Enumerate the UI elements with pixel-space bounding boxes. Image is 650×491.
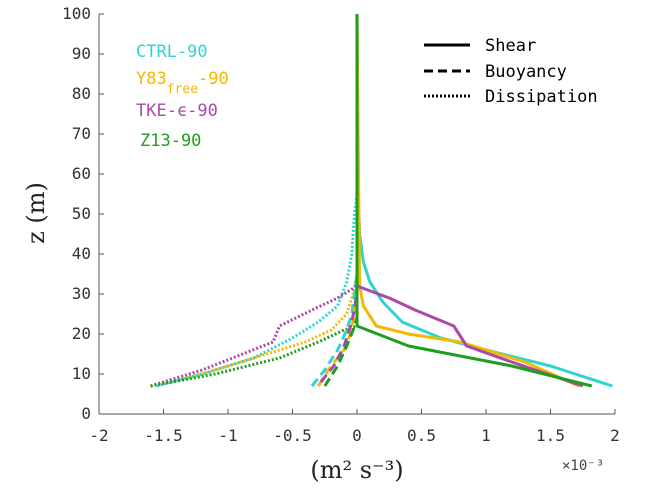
series-z13-90-buoyancy	[323, 317, 359, 387]
series-tke-90-buoyancy	[319, 289, 359, 383]
y-tick-label: 20	[72, 324, 91, 343]
x-tick-label: -1	[218, 426, 237, 445]
legend-model-tke-label: TKE-ϵ-90	[136, 101, 218, 121]
x-tick-label: 0	[352, 426, 362, 445]
y-tick-label: 0	[81, 404, 91, 423]
y-tick-label: 40	[72, 244, 91, 263]
series-y83-dissipation	[150, 273, 359, 388]
y-tick-label: 60	[72, 164, 91, 183]
series-ctrl-90-buoyancy	[310, 273, 359, 387]
axis-ticks: -2 -1.5 -1 -0.5 0 0.5 1 1.5 20102030405060708090…	[62, 4, 620, 445]
legend-model-ctrl-label: CTRL-90	[136, 42, 208, 62]
legend-model-y83: Y83free-90	[136, 69, 229, 97]
y-tick-label: 70	[72, 124, 91, 143]
x-tick-label: -2	[89, 426, 108, 445]
series-ctrl-90-dissipation	[156, 193, 359, 388]
x-tick-label: 2	[610, 426, 620, 445]
x-tick-label: 0.5	[407, 426, 436, 445]
y-tick-label: 90	[72, 44, 91, 63]
x-tick-label: 1.5	[536, 426, 565, 445]
series-z13-90-shear	[355, 14, 593, 388]
y-axis-label: z (m)	[22, 182, 50, 244]
series-tke-90-dissipation	[150, 284, 358, 388]
legend-model-ctrl: CTRL-90	[136, 42, 208, 62]
series-tke-90-shear	[355, 14, 584, 388]
legend-model-tke: TKE-ϵ-90	[136, 101, 218, 121]
x-tick-label: -0.5	[273, 426, 312, 445]
x-tick-label: 1	[481, 426, 491, 445]
legend-buoyancy-label: Buoyancy	[485, 62, 567, 82]
term-legend: Shear Buoyancy Dissipation	[424, 36, 598, 107]
legend-model-y83-label: Y83	[136, 69, 167, 89]
x-tick-label: -1.5	[144, 426, 183, 445]
y-tick-label: 30	[72, 284, 91, 303]
series-y83-buoyancy	[317, 293, 359, 387]
y-tick-label: 80	[72, 84, 91, 103]
legend-model-y83-suffix: -90	[198, 69, 229, 89]
series-y83-shear	[355, 13, 580, 388]
series-z13-90-dissipation	[150, 324, 358, 388]
y-tick-label: 50	[72, 204, 91, 223]
y-tick-label: 100	[62, 4, 91, 23]
x-axis-label: (m² s⁻³)	[310, 456, 403, 484]
legend-model-y83-subscript: free	[167, 82, 198, 97]
x-axis-exponent: ×10⁻³	[562, 458, 604, 474]
legend-dissipation-label: Dissipation	[485, 87, 598, 107]
legend-shear-label: Shear	[485, 36, 536, 56]
plot-lines	[150, 13, 613, 388]
legend-model-z13-label: Z13-90	[140, 131, 201, 151]
legend-model-z13: Z13-90	[140, 131, 201, 151]
y-tick-label: 10	[72, 364, 91, 383]
model-legend: CTRL-90 Y83free-90 TKE-ϵ-90 Z13-90	[136, 42, 229, 151]
